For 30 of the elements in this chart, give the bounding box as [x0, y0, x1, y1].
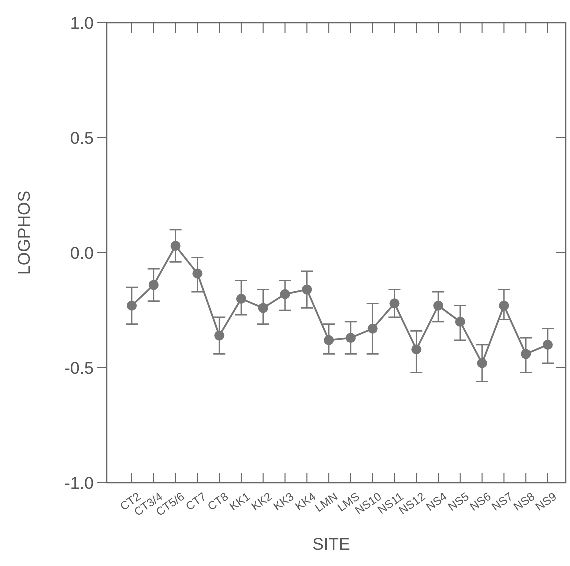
point [258, 303, 268, 314]
point [390, 298, 400, 309]
x-tick-label: KK2 [250, 491, 275, 514]
point [368, 324, 378, 334]
x-axis-title: SITE [312, 535, 350, 554]
point [455, 317, 466, 327]
point [543, 340, 553, 350]
point [412, 344, 422, 355]
x-tick-label: NS9 [534, 491, 560, 514]
y-axis-title: LOGPHOS [15, 190, 34, 276]
point [127, 300, 137, 311]
y-tick-label: -0.5 [64, 358, 94, 378]
y-tick-label: 0.5 [70, 128, 94, 148]
point [214, 330, 225, 341]
point [499, 300, 510, 311]
point [521, 349, 532, 360]
point [302, 284, 312, 295]
y-tick-label: 1.0 [70, 14, 94, 33]
point [477, 358, 488, 368]
point [434, 300, 444, 311]
x-tick-label: KK1 [228, 491, 253, 514]
point [236, 294, 246, 304]
point [346, 333, 356, 344]
point [170, 241, 181, 252]
point [192, 268, 203, 279]
point [148, 280, 159, 290]
y-tick-label: 0.0 [70, 244, 94, 263]
y-tick-label: -1.0 [64, 474, 94, 493]
point [280, 289, 290, 300]
point [324, 335, 334, 346]
